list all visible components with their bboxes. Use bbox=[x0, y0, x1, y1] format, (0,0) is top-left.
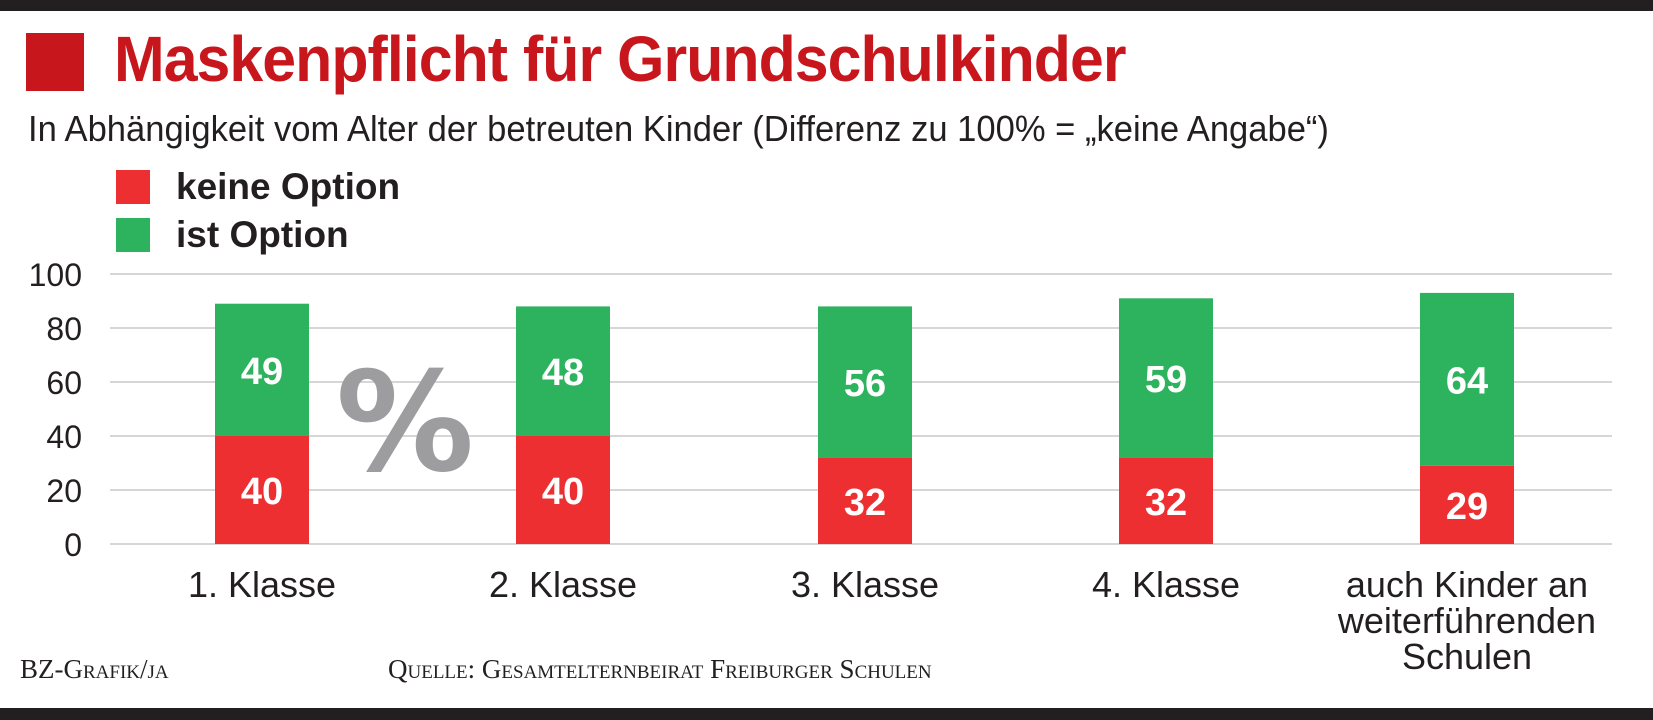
data-label-ist-option-4: 59 bbox=[1145, 359, 1187, 401]
title-marker-square bbox=[26, 33, 84, 91]
data-label-keine-option-3: 32 bbox=[844, 482, 886, 524]
data-label-keine-option-5: 29 bbox=[1446, 486, 1488, 528]
bar-ist-option-3 bbox=[818, 306, 912, 458]
unit-percent-label: % bbox=[336, 342, 474, 503]
x-category-label-5-line-3: Schulen bbox=[1402, 636, 1532, 677]
bottom-frame-bar bbox=[0, 708, 1653, 720]
legend-swatch-ist-option bbox=[116, 218, 150, 252]
y-tick-label-80: 80 bbox=[46, 311, 82, 347]
bar-ist-option-2 bbox=[516, 306, 610, 436]
y-tick-label-20: 20 bbox=[46, 473, 82, 509]
data-label-ist-option-1: 49 bbox=[241, 351, 283, 393]
data-label-ist-option-5: 64 bbox=[1446, 360, 1488, 402]
bar-keine-option-2 bbox=[516, 436, 610, 544]
legend-label-keine-option: keine Option bbox=[176, 166, 401, 207]
chart-subtitle: In Abhängigkeit vom Alter der betreuten … bbox=[28, 108, 1329, 149]
bar-ist-option-1 bbox=[215, 303, 309, 436]
legend-item-keine-option: keine Option bbox=[116, 166, 401, 207]
chart-title: Maskenpflicht für Grundschulkinder bbox=[114, 23, 1127, 95]
bar-keine-option-1 bbox=[215, 436, 309, 544]
x-category-label-1: 1. Klasse bbox=[188, 564, 336, 605]
bar-keine-option-3 bbox=[818, 457, 912, 544]
data-label-keine-option-1: 40 bbox=[241, 471, 283, 513]
data-source: Quelle: Gesamtelternbeirat Freiburger Sc… bbox=[388, 654, 932, 684]
y-tick-label-40: 40 bbox=[46, 419, 82, 455]
x-category-label-2: 2. Klasse bbox=[489, 564, 637, 605]
bar-keine-option-4 bbox=[1119, 457, 1213, 544]
top-frame-bar bbox=[0, 0, 1653, 11]
legend-item-ist-option: ist Option bbox=[116, 214, 349, 255]
legend-swatch-keine-option bbox=[116, 170, 150, 204]
y-tick-label-100: 100 bbox=[29, 257, 82, 293]
bar-keine-option-5 bbox=[1420, 465, 1514, 544]
x-category-label-5-line-1: auch Kinder an bbox=[1346, 564, 1588, 605]
graphic-credit: BZ-Grafik/ja bbox=[20, 654, 169, 684]
x-category-label-5-line-2: weiterführenden bbox=[1337, 600, 1596, 641]
data-label-ist-option-2: 48 bbox=[542, 352, 584, 394]
bar-ist-option-5 bbox=[1420, 292, 1514, 466]
data-label-ist-option-3: 56 bbox=[844, 363, 886, 405]
legend-label-ist-option: ist Option bbox=[176, 214, 349, 255]
y-tick-label-60: 60 bbox=[46, 365, 82, 401]
x-category-label-3: 3. Klasse bbox=[791, 564, 939, 605]
x-category-label-4: 4. Klasse bbox=[1092, 564, 1240, 605]
y-tick-label-0: 0 bbox=[64, 527, 82, 563]
bar-ist-option-4 bbox=[1119, 298, 1213, 458]
data-label-keine-option-4: 32 bbox=[1145, 482, 1187, 524]
data-label-keine-option-2: 40 bbox=[542, 471, 584, 513]
